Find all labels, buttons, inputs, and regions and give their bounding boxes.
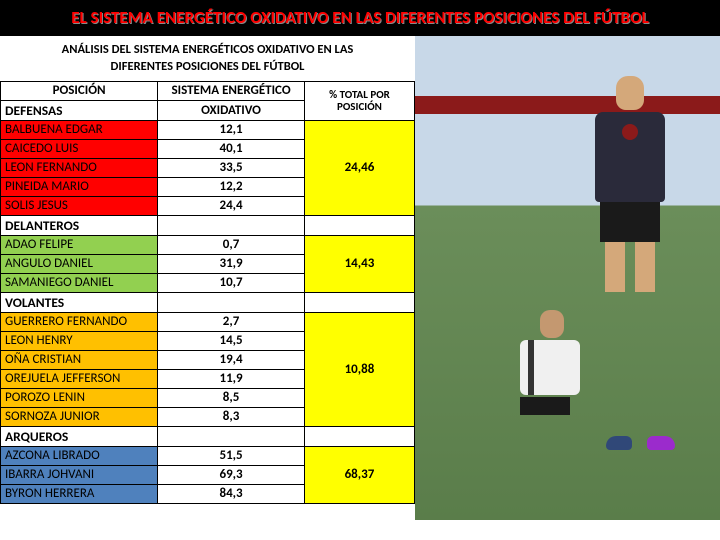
section-header: DELANTEROS: [1, 215, 158, 235]
table-subtitle: ANÁLISIS DEL SISTEMA ENERGÉTICOS OXIDATI…: [0, 36, 415, 81]
section-percent: 68,37: [304, 446, 414, 503]
section-header: DEFENSAS: [1, 100, 158, 120]
player-value: 2,7: [158, 312, 305, 331]
subtitle-line-2: DIFERENTES POSICIONES DEL FÚTBOL: [111, 59, 305, 74]
player-value: 0,7: [158, 235, 305, 254]
player-value: 84,3: [158, 484, 305, 503]
col-header-system: SISTEMA ENERGÉTICO: [158, 81, 305, 100]
table-area: ANÁLISIS DEL SISTEMA ENERGÉTICOS OXIDATI…: [0, 36, 415, 520]
player-name: ANGULO DANIEL: [1, 254, 158, 273]
player-name: SAMANIEGO DANIEL: [1, 273, 158, 292]
empty-cell: [158, 215, 305, 235]
shoe-icon: [606, 436, 632, 450]
page-title: EL SISTEMA ENERGÉTICO OXIDATIVO EN LAS D…: [0, 0, 720, 36]
player-name: OÑA CRISTIAN: [1, 350, 158, 369]
player-name: SORNOZA JUNIOR: [1, 407, 158, 426]
player-value: 40,1: [158, 139, 305, 158]
player-name: LEON FERNANDO: [1, 158, 158, 177]
player-name: GUERRERO FERNANDO: [1, 312, 158, 331]
player-value: 11,9: [158, 369, 305, 388]
section-header: ARQUEROS: [1, 426, 158, 446]
empty-cell: [158, 426, 305, 446]
player-name: IBARRA JOHVANI: [1, 465, 158, 484]
empty-cell: [304, 292, 414, 312]
player-value: 19,4: [158, 350, 305, 369]
player-name: POROZO LENIN: [1, 388, 158, 407]
section-percent: 10,88: [304, 312, 414, 426]
player-name: AZCONA LIBRADO: [1, 446, 158, 465]
player-value: 31,9: [158, 254, 305, 273]
player-value: 69,3: [158, 465, 305, 484]
section-percent: 14,43: [304, 235, 414, 292]
empty-cell: [158, 292, 305, 312]
player-name: BALBUENA EDGAR: [1, 120, 158, 139]
section-percent: 24,46: [304, 120, 414, 215]
system-label: OXIDATIVO: [158, 100, 305, 120]
player-value: 8,3: [158, 407, 305, 426]
subtitle-line-1: ANÁLISIS DEL SISTEMA ENERGÉTICOS OXIDATI…: [62, 42, 354, 57]
player-value: 10,7: [158, 273, 305, 292]
col-header-percent: % TOTAL POR POSICIÓN: [304, 81, 414, 120]
player-value: 33,5: [158, 158, 305, 177]
player-value: 24,4: [158, 196, 305, 215]
kneeling-trainer-figure: [520, 310, 610, 420]
player-name: CAICEDO LUIS: [1, 139, 158, 158]
player-value: 14,5: [158, 331, 305, 350]
player-value: 51,5: [158, 446, 305, 465]
player-value: 12,1: [158, 120, 305, 139]
empty-cell: [304, 215, 414, 235]
main-content: ANÁLISIS DEL SISTEMA ENERGÉTICOS OXIDATI…: [0, 36, 720, 520]
player-value: 8,5: [158, 388, 305, 407]
player-name: ADAO FELIPE: [1, 235, 158, 254]
player-name: LEON HENRY: [1, 331, 158, 350]
player-name: BYRON HERRERA: [1, 484, 158, 503]
standing-player-figure: [580, 76, 680, 296]
player-value: 12,2: [158, 177, 305, 196]
player-name: SOLIS JESUS: [1, 196, 158, 215]
section-header: VOLANTES: [1, 292, 158, 312]
player-name: OREJUELA JEFFERSON: [1, 369, 158, 388]
col-header-position: POSICIÓN: [1, 81, 158, 100]
photo-area: [415, 36, 720, 520]
shoe-icon: [647, 436, 675, 450]
player-name: PINEIDA MARIO: [1, 177, 158, 196]
data-table: POSICIÓN SISTEMA ENERGÉTICO % TOTAL POR …: [0, 81, 415, 504]
empty-cell: [304, 426, 414, 446]
